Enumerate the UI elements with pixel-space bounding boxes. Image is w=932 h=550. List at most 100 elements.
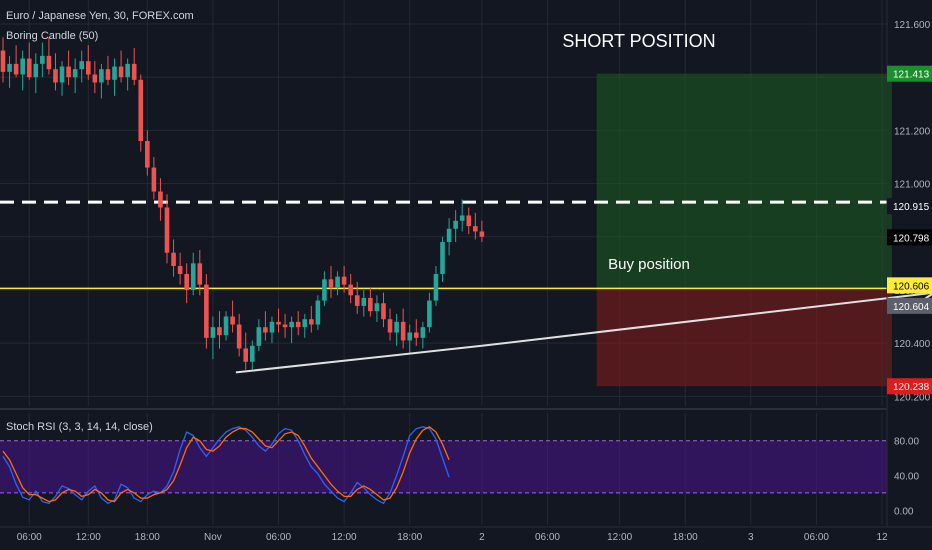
candle-body xyxy=(177,266,183,274)
candle-body xyxy=(309,319,314,325)
candle-body xyxy=(197,263,203,285)
price-label-text: 120.238 xyxy=(893,382,930,393)
candle-body xyxy=(7,63,12,72)
candle-body xyxy=(249,345,255,362)
oscillator-title: Stoch RSI (3, 3, 14, 14, close) xyxy=(6,421,153,433)
candle-body xyxy=(420,327,426,338)
candle-body xyxy=(236,324,242,349)
candle-body xyxy=(341,276,347,285)
indicator-title: Boring Candle (50) xyxy=(6,30,99,42)
x-tick-label: 12 xyxy=(876,532,888,543)
candle-body xyxy=(125,63,130,78)
candle-body xyxy=(479,231,485,237)
x-tick-label: 06:00 xyxy=(804,532,829,543)
candle-body xyxy=(53,69,58,83)
x-tick-label: 12:00 xyxy=(332,532,357,543)
candle-body xyxy=(282,324,288,328)
candle-body xyxy=(105,69,111,80)
y-tick-label: 121.000 xyxy=(894,180,931,191)
candle-body xyxy=(59,66,65,83)
candle-body xyxy=(446,228,452,243)
candle-body xyxy=(302,319,308,328)
stoch-rsi-pane xyxy=(0,426,887,505)
candle-body xyxy=(394,321,399,333)
candles xyxy=(0,37,485,370)
osc-y-tick-label: 0.00 xyxy=(894,506,914,517)
candle-body xyxy=(13,63,19,75)
candle-body xyxy=(315,300,321,325)
x-tick-label: 18:00 xyxy=(397,532,422,543)
osc-y-tick-label: 40.00 xyxy=(894,472,919,483)
candle-body xyxy=(322,279,327,301)
candle-body xyxy=(85,61,91,75)
position-zones xyxy=(596,73,892,387)
x-tick-label: 18:00 xyxy=(673,532,698,543)
price-label-text: 120.606 xyxy=(893,281,930,292)
candle-body xyxy=(263,327,268,333)
price-label-box xyxy=(887,277,932,294)
candle-body xyxy=(79,61,85,70)
candle-body xyxy=(243,348,249,362)
candle-body xyxy=(374,303,380,312)
x-tick-label: 06:00 xyxy=(535,532,560,543)
candle-body xyxy=(473,226,478,232)
y-tick-label: 120.400 xyxy=(894,339,931,350)
candle-body xyxy=(26,58,32,78)
candle-body xyxy=(145,140,150,168)
short-position-label: SHORT POSITION xyxy=(562,31,715,51)
x-tick-label: 2 xyxy=(479,532,485,543)
candle-body xyxy=(72,69,78,78)
candle-body xyxy=(164,207,170,253)
price-label-box xyxy=(887,297,932,314)
candle-body xyxy=(230,316,235,325)
stop-zone xyxy=(596,288,892,387)
x-tick-label: 12:00 xyxy=(76,532,101,543)
symbol-title: Euro / Japanese Yen, 30, FOREX.com xyxy=(6,10,194,22)
y-tick-label: 120.200 xyxy=(894,392,931,403)
price-label-text: 121.413 xyxy=(893,70,930,81)
y-tick-label: 121.600 xyxy=(894,20,931,31)
candle-body xyxy=(466,215,472,227)
candle-body xyxy=(190,263,196,290)
y-tick-label: 121.200 xyxy=(894,126,931,137)
candle-body xyxy=(204,284,209,338)
candle-body xyxy=(131,63,137,80)
candle-body xyxy=(256,327,262,346)
candle-body xyxy=(335,276,340,288)
candle-body xyxy=(223,316,229,336)
candle-body xyxy=(289,321,294,328)
trend-line xyxy=(235,344,482,374)
candle-body xyxy=(269,321,275,333)
candle-body xyxy=(440,242,445,274)
price-label-text: 120.798 xyxy=(893,233,930,244)
candle-body xyxy=(427,300,432,328)
candle-body xyxy=(40,55,45,64)
price-label-text: 120.915 xyxy=(893,202,930,213)
candle-body xyxy=(361,297,367,306)
x-tick-label: 18:00 xyxy=(135,532,160,543)
price-label-box xyxy=(887,198,932,215)
candle-body xyxy=(348,284,353,296)
target-zone xyxy=(596,73,892,289)
candle-body xyxy=(387,319,393,333)
candle-body xyxy=(368,297,373,312)
candle-body xyxy=(112,66,117,80)
projection-arrow-line xyxy=(481,291,932,347)
level-lines xyxy=(0,200,887,290)
buy-position-label: Buy position xyxy=(608,256,690,273)
candle-body xyxy=(453,220,458,229)
candle-body xyxy=(276,321,281,325)
candle-body xyxy=(171,252,176,267)
candle-body xyxy=(295,321,301,328)
price-label-text: 120.604 xyxy=(893,302,930,313)
x-tick-label: 06:00 xyxy=(17,532,42,543)
candle-body xyxy=(138,79,144,141)
x-tick-label: Nov xyxy=(204,532,222,543)
x-tick-label: 3 xyxy=(748,532,754,543)
candle-body xyxy=(210,327,216,338)
price-label-box xyxy=(887,378,932,395)
candle-body xyxy=(151,167,157,192)
candle-body xyxy=(92,74,98,83)
